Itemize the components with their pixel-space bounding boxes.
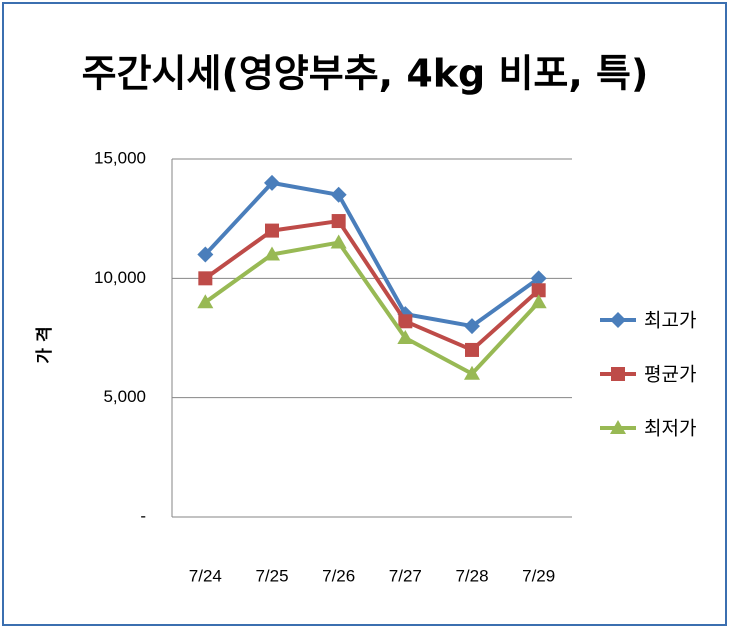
x-tick-label: 7/29	[522, 566, 555, 585]
chart-title: 주간시세(영양부추, 4kg 비포, 특)	[82, 52, 649, 96]
marker	[264, 246, 280, 261]
x-tick-label: 7/24	[189, 566, 222, 585]
marker	[398, 314, 413, 329]
y-tick-label: 10,000	[94, 268, 146, 287]
marker	[265, 223, 279, 238]
series-line	[203, 180, 540, 329]
marker	[530, 270, 547, 287]
marker	[464, 365, 480, 380]
legend-marker	[611, 367, 625, 381]
x-tick-label: 7/27	[389, 566, 422, 585]
y-tick-label: 5,000	[103, 387, 146, 406]
marker	[197, 294, 214, 309]
marker	[464, 318, 480, 335]
marker	[264, 174, 280, 191]
marker	[198, 271, 213, 286]
x-tick-label: 7/28	[455, 566, 488, 585]
marker	[331, 214, 346, 229]
marker	[197, 246, 214, 263]
y-axis-label: 가 격	[35, 326, 55, 363]
marker	[397, 330, 414, 344]
marker	[531, 283, 546, 298]
marker	[465, 342, 479, 357]
marker	[330, 234, 347, 249]
x-tick-label: 7/25	[255, 566, 288, 585]
y-tick-label: 15,000	[94, 148, 146, 167]
marker	[330, 186, 347, 203]
x-tick-label: 7/26	[322, 566, 355, 585]
legend-label: 최고가	[644, 310, 696, 332]
marker	[530, 294, 547, 309]
chart-border	[2, 2, 727, 626]
legend-marker	[610, 312, 626, 328]
series-line	[204, 240, 541, 376]
legend-label: 최저가	[644, 418, 696, 440]
series-line	[204, 219, 541, 352]
legend-label: 평균가	[644, 364, 696, 386]
y-tick-label: -	[140, 506, 146, 525]
legend-marker	[610, 420, 626, 434]
